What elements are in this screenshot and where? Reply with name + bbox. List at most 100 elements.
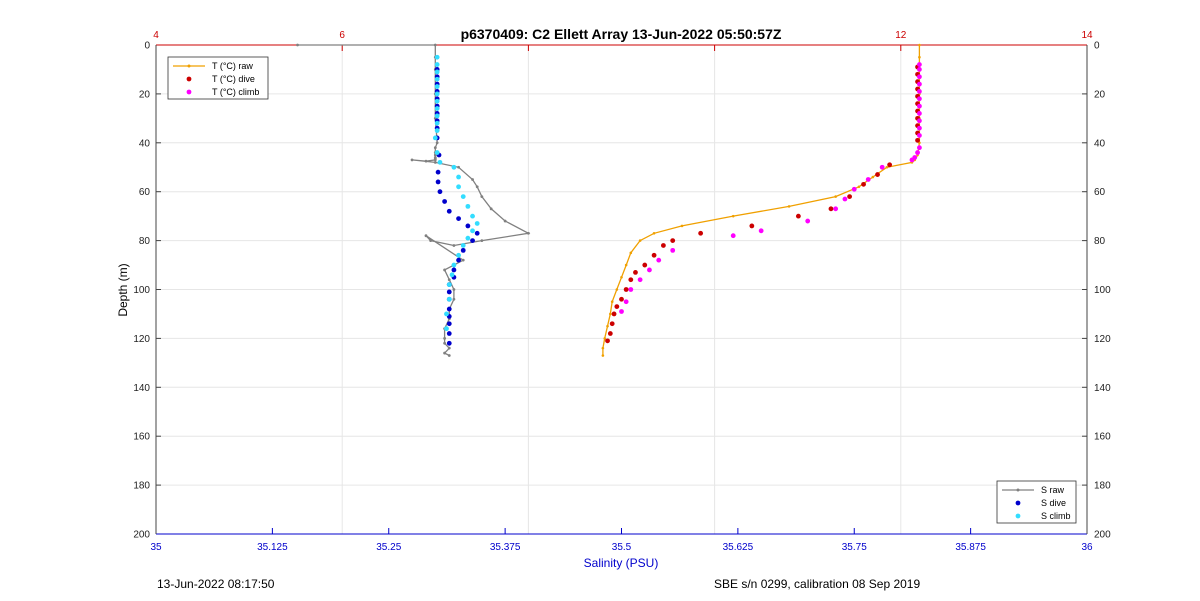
series-marker (601, 346, 605, 350)
series-point (470, 238, 475, 244)
y-tick-label-left: 100 (133, 285, 150, 296)
series-t-c-raw (601, 43, 921, 357)
series-s-dive (434, 67, 480, 346)
series-point (656, 257, 662, 263)
y-tick-label-left: 140 (133, 383, 150, 394)
y-tick-label-left: 120 (133, 334, 150, 345)
series-marker (610, 300, 614, 304)
y-tick-label-right: 0 (1094, 41, 1100, 52)
x-bottom-tick-label: 35.5 (612, 542, 632, 553)
salinity-legend: S raw S dive S climb (996, 480, 1077, 524)
series-point (446, 306, 452, 312)
chart-title: p6370409: C2 Ellett Array 13-Jun-2022 05… (461, 26, 782, 42)
series-layer (296, 43, 922, 357)
legend-box (996, 480, 1077, 524)
series-point (917, 125, 922, 131)
series-point (444, 326, 449, 332)
series-point (451, 164, 457, 170)
series-t-c-dive (605, 64, 920, 344)
grid-lines (155, 44, 1088, 535)
series-marker (857, 185, 861, 189)
series-marker (609, 312, 612, 316)
series-marker (680, 224, 684, 228)
series-marker (435, 141, 439, 145)
series-point (465, 203, 471, 209)
x-bottom-tick-label: 35.625 (723, 542, 754, 553)
series-point (607, 331, 613, 336)
series-point (437, 189, 443, 195)
y-tick-label-left: 160 (133, 432, 150, 443)
series-marker (452, 297, 456, 301)
series-marker (452, 288, 456, 291)
series-marker (652, 231, 656, 235)
y-tick-label-right: 160 (1094, 432, 1111, 443)
x-bottom-tick-label: 36 (1081, 542, 1093, 553)
series-marker (447, 278, 451, 282)
series-point (446, 289, 452, 295)
series-point (474, 221, 480, 226)
legend-label: S raw (1041, 485, 1065, 495)
series-point (758, 228, 764, 234)
series-point (828, 206, 834, 212)
series-marker (475, 185, 479, 189)
y-axis-label: Depth (m) (116, 263, 130, 316)
legend-marker (186, 89, 192, 95)
x-bottom-tick-label: 35.125 (257, 542, 288, 553)
series-marker (429, 239, 433, 243)
series-line (297, 44, 531, 357)
series-point (730, 233, 736, 239)
series-point (619, 296, 624, 302)
series-marker (871, 175, 875, 179)
series-marker (787, 205, 791, 208)
series-point (842, 196, 848, 202)
y-tick-label-right: 200 (1094, 530, 1111, 541)
series-point (434, 150, 440, 155)
series-point (917, 81, 922, 87)
series-marker (443, 351, 447, 355)
series-point (434, 106, 440, 111)
series-marker (918, 43, 921, 47)
x-bottom-tick-label: 35.875 (955, 542, 986, 553)
series-point (917, 111, 922, 116)
series-point (434, 76, 440, 82)
series-marker (424, 234, 428, 238)
series-marker (885, 165, 889, 169)
series-point (456, 257, 461, 263)
series-point (465, 223, 471, 229)
series-point (651, 252, 657, 258)
series-point (434, 62, 440, 67)
footer-calibration: SBE s/n 0299, calibration 08 Sep 2019 (714, 577, 920, 591)
series-s-climb (432, 54, 480, 332)
series-point (434, 120, 440, 126)
series-point (795, 213, 801, 219)
series-point (637, 277, 643, 283)
series-point (451, 267, 457, 273)
series-point (434, 98, 440, 104)
axes: 0 0 20 20 40 40 60 60 80 80 100 100 120 120 140 140 160 1… (133, 30, 1111, 553)
legend-marker (186, 76, 192, 82)
series-point (434, 113, 440, 119)
series-point (917, 62, 922, 67)
series-marker (471, 178, 474, 181)
series-marker (443, 341, 447, 345)
series-point (851, 186, 857, 192)
x-bottom-tick-label: 35 (150, 542, 162, 553)
series-marker (918, 55, 921, 59)
series-marker (503, 219, 507, 223)
series-marker (624, 263, 628, 267)
legend-marker (1016, 488, 1020, 492)
series-marker (452, 244, 456, 247)
series-marker (480, 195, 484, 198)
legend-marker (1015, 500, 1021, 506)
series-marker (527, 231, 530, 235)
series-marker (433, 160, 437, 164)
series-point (435, 169, 441, 175)
series-point (446, 282, 452, 288)
series-point (833, 206, 839, 212)
series-point (670, 247, 676, 253)
series-point (917, 89, 922, 94)
x-top-tick-label: 14 (1081, 30, 1093, 41)
series-marker (433, 146, 437, 150)
y-tick-label-right: 140 (1094, 383, 1111, 394)
series-marker (638, 239, 642, 242)
